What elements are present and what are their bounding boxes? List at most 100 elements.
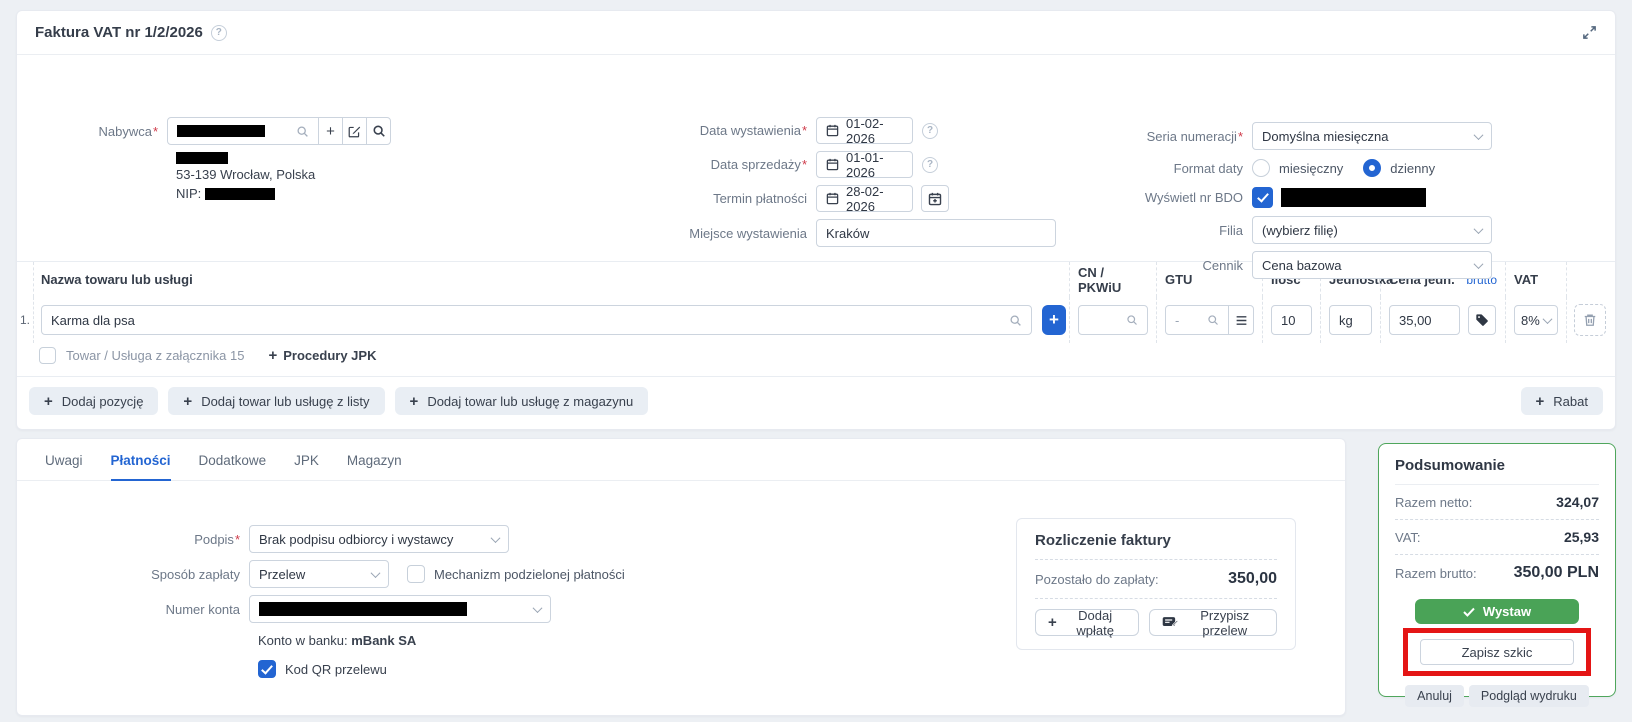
print-preview-button[interactable]: Podgląd wydruku [1468, 685, 1589, 707]
save-draft-button[interactable]: Zapisz szkic [1420, 639, 1574, 665]
item-row-index: 1. [19, 313, 30, 327]
summary-title: Podsumowanie [1395, 444, 1599, 485]
col-header-gtu: GTU [1156, 262, 1262, 297]
payment-method-label: Sposób zapłaty [151, 566, 240, 582]
split-payment-label[interactable]: Mechanizm podzielonej płatności [434, 566, 625, 582]
item-name-value: Karma dla psa [51, 312, 135, 328]
assign-transfer-button[interactable]: Przypisz przelew [1148, 608, 1277, 638]
radio-daily[interactable] [1363, 159, 1382, 177]
add-item-button[interactable]: + Dodaj pozycję [29, 387, 159, 415]
price-tag-button[interactable] [1468, 305, 1496, 335]
bdo-checkbox[interactable] [1252, 187, 1273, 208]
bank-name-line: Konto w banku: mBank SA [258, 633, 1345, 648]
vat-label: VAT: [1395, 529, 1421, 545]
add-from-list-button[interactable]: + Dodaj towar lub usługę z listy [168, 387, 385, 415]
tab-platnosci[interactable]: Płatności [110, 453, 171, 481]
plus-icon: + [268, 347, 278, 364]
jpk-procedures-link[interactable]: + Procedury JPK [268, 347, 377, 364]
numbering-section: Seria numeracji* Domyślna miesięczna For… [1037, 122, 1492, 286]
issue-date-value: 01-02-2026 [846, 115, 884, 146]
add-product-button[interactable]: + [1042, 305, 1066, 335]
issue-date-help-icon[interactable]: ? [922, 122, 938, 139]
cancel-button[interactable]: Anuluj [1405, 685, 1464, 707]
plus-icon: + [183, 392, 193, 410]
vat-value: 25,93 [1563, 529, 1599, 545]
invoice-titlebar: Faktura VAT nr 1/2/2026 ? [17, 11, 1615, 55]
plus-icon: + [44, 392, 53, 410]
vat-select[interactable]: 8% [1514, 305, 1558, 335]
table-actions: + Dodaj pozycję + Dodaj towar lub usługę… [17, 376, 1615, 415]
item-row: 1. Karma dla psa + [17, 297, 1615, 343]
edit-icon [348, 125, 361, 138]
cn-pkwiu-input[interactable] [1078, 305, 1148, 335]
chevron-down-icon [532, 602, 543, 613]
chevron-down-icon [1473, 129, 1484, 140]
branch-select[interactable]: (wybierz filię) [1252, 216, 1492, 244]
redacted-account-number [259, 602, 467, 616]
tab-jpk[interactable]: JPK [294, 453, 319, 468]
gtu-list-button[interactable] [1228, 305, 1254, 335]
gtu-placeholder: - [1175, 312, 1180, 328]
item-name-input[interactable]: Karma dla psa [41, 305, 1032, 335]
qr-code-checkbox[interactable] [258, 660, 276, 678]
details-card: Uwagi Płatności Dodatkowe JPK Magazyn Po… [16, 438, 1346, 716]
tab-dodatkowe[interactable]: Dodatkowe [198, 453, 267, 468]
add-from-warehouse-button[interactable]: + Dodaj towar lub usługę z magazynu [394, 387, 649, 415]
invoice-card: Faktura VAT nr 1/2/2026 ? Nabywca* [16, 10, 1616, 430]
account-number-select[interactable] [249, 595, 551, 623]
due-date-calendar-button[interactable] [921, 185, 949, 212]
brutto-label: Razem brutto: [1395, 565, 1477, 581]
chevron-down-icon [1473, 223, 1484, 234]
required-mark: * [801, 157, 807, 172]
required-mark: * [234, 531, 240, 547]
invoice-header-form: Nabywca* + [17, 55, 1615, 279]
branch-label: Filia [1219, 222, 1243, 238]
split-payment-checkbox[interactable] [407, 565, 425, 583]
issue-invoice-button[interactable]: Wystaw [1415, 599, 1579, 624]
bank-transfer-icon [1162, 616, 1178, 629]
payment-method-select[interactable]: Przelew [249, 560, 389, 588]
discount-button[interactable]: + Rabat [1520, 387, 1603, 415]
tab-magazyn[interactable]: Magazyn [346, 453, 402, 468]
split-payment-option: Mechanizm podzielonej płatności [407, 565, 625, 583]
issue-date-label: Data wystawienia* [699, 123, 807, 138]
search-icon [1207, 314, 1219, 326]
sale-date-help-icon[interactable]: ? [922, 156, 938, 173]
attachment15-label[interactable]: Towar / Usługa z załącznika 15 [66, 348, 245, 363]
unit-input[interactable]: kg [1329, 305, 1372, 335]
quantity-input[interactable]: 10 [1271, 305, 1312, 335]
signature-select[interactable]: Brak podpisu odbiorcy i wystawcy [249, 525, 509, 553]
attachment15-checkbox[interactable] [39, 347, 56, 364]
signature-value: Brak podpisu odbiorcy i wystawcy [259, 531, 454, 547]
radio-monthly[interactable] [1252, 159, 1270, 177]
trash-icon [1583, 313, 1597, 327]
add-contractor-button[interactable]: + [318, 117, 343, 145]
pricelist-select[interactable]: Cena bazowa [1252, 251, 1492, 279]
expand-icon [1582, 25, 1597, 40]
issue-place-input[interactable]: Kraków [816, 219, 1056, 247]
tab-uwagi[interactable]: Uwagi [45, 453, 83, 468]
add-payment-button[interactable]: + Dodaj wpłatę [1035, 608, 1139, 638]
date-format-label: Format daty [1173, 160, 1243, 176]
sale-date-input[interactable]: 01-01-2026 [816, 150, 913, 180]
unit-price-input[interactable]: 35,00 [1389, 305, 1460, 335]
delete-row-button[interactable] [1574, 304, 1606, 336]
series-select[interactable]: Domyślna miesięczna [1252, 122, 1492, 150]
qr-code-label[interactable]: Kod QR przelewu [285, 661, 387, 677]
plus-icon: + [1535, 392, 1545, 410]
expand-button[interactable] [1582, 25, 1597, 40]
details-tabs: Uwagi Płatności Dodatkowe JPK Magazyn [17, 439, 1345, 481]
radio-monthly-label[interactable]: miesięczny [1279, 160, 1344, 176]
search-contractor-button[interactable] [366, 117, 391, 145]
red-highlight-annotation: Zapisz szkic [1403, 628, 1591, 676]
gtu-input[interactable]: - [1165, 305, 1229, 335]
title-help-icon[interactable]: ? [210, 24, 227, 41]
edit-contractor-button[interactable] [342, 117, 367, 145]
col-header-name: Nazwa towaru lub usługi [33, 262, 1069, 297]
series-label: Seria numeracji* [1146, 128, 1243, 144]
radio-daily-label[interactable]: dzienny [1390, 160, 1436, 176]
due-date-input[interactable]: 28-02-2026 [816, 184, 913, 214]
buyer-input[interactable] [167, 117, 319, 145]
plus-icon: + [1048, 614, 1057, 631]
issue-date-input[interactable]: 01-02-2026 [816, 115, 913, 146]
